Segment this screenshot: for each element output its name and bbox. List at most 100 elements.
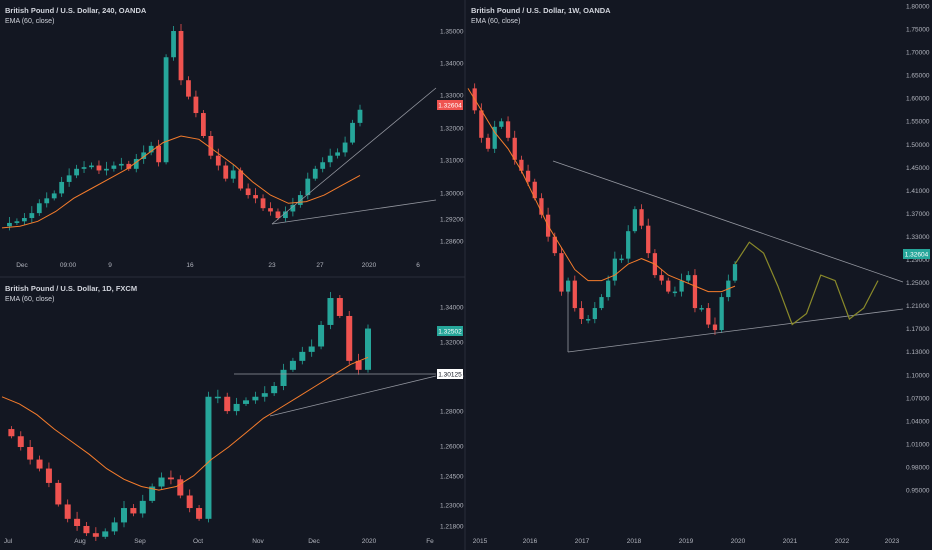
- pane-1w-price-tick: 1.25000: [906, 280, 930, 287]
- pane-4h-candle: [118, 163, 124, 166]
- pane-4h-candle: [89, 165, 94, 168]
- pane-1d-candles: [8, 292, 372, 541]
- pane-1w-price-tick: 1.65000: [906, 73, 930, 80]
- pane-1w-price-tick: 1.55000: [906, 119, 930, 126]
- pane-4h-lower-trendline[interactable]: [271, 199, 437, 225]
- pane-4h-time-axis[interactable]: Dec 09:00 9 16 23 27 2020 6: [16, 262, 420, 269]
- pane-1w-price-axis[interactable]: 1.80000 1.75000 1.70000 1.65000 1.60000 1.550…: [906, 4, 930, 495]
- pane-1w[interactable]: British Pound / U.S. Dollar, 1W, OANDA E…: [467, 4, 930, 546]
- pane-1d-support-trendline[interactable]: [269, 375, 437, 417]
- pane-1d-price-tick: 1.26000: [440, 444, 464, 451]
- pane-1w-price-tick: 0.95000: [906, 488, 930, 495]
- pane-1w-price-tick: 1.45000: [906, 165, 930, 172]
- pane-4h-candle: [223, 165, 229, 179]
- pane-1d-candle: [139, 500, 146, 514]
- pane-1w-candle: [559, 253, 564, 292]
- pane-1d-time-tick: Aug: [74, 538, 86, 545]
- pane-1w-projection-curve[interactable]: [734, 241, 879, 326]
- pane-1d-candle: [102, 531, 109, 537]
- pane-1w-upper-trendline[interactable]: [552, 160, 904, 283]
- pane-1w-candle: [706, 308, 711, 325]
- pane-1w-price-tag-label: 1.32604: [905, 252, 929, 259]
- pane-4h-price-tick: 1.28600: [440, 239, 464, 246]
- pane-1d-candle: [17, 436, 24, 448]
- pane-4h-candle: [268, 208, 273, 212]
- pane-1d-candle: [45, 468, 52, 483]
- pane-4h-candle: [342, 142, 348, 153]
- pane-1w-price-tick: 1.13000: [906, 349, 930, 356]
- pane-1w-time-axis[interactable]: 2015 2016 2017 2018 2019 2020 2021 2022 2023: [473, 538, 900, 545]
- pane-1w-candle: [679, 280, 684, 292]
- pane-1d-time-tick: Dec: [308, 538, 320, 545]
- pane-4h-time-tick: 27: [316, 262, 324, 269]
- pane-1d-price-tick: 1.28000: [440, 409, 464, 416]
- pane-1w-ema-line: [467, 88, 736, 293]
- pane-1w-candle: [699, 308, 704, 310]
- pane-4h-candle: [320, 162, 326, 169]
- pane-1d-ema-line: [1, 356, 369, 491]
- pane-1w-candle: [525, 170, 531, 182]
- pane-4h-price-tick: 1.29200: [440, 217, 464, 224]
- pane-1w-price-tick: 1.01000: [906, 441, 930, 448]
- pane-4h-price-tag: [437, 100, 463, 110]
- pane-4h-candle: [163, 57, 169, 163]
- pane-1d-time-tick: Jul: [4, 538, 13, 545]
- pane-4h-candle: [104, 168, 109, 171]
- pane-1w-price-tick: 1.29000: [906, 257, 930, 264]
- pane-1d-candle: [308, 346, 315, 352]
- pane-1d-time-tick: Fe: [426, 538, 434, 545]
- pane-1d-candle: [355, 360, 362, 370]
- pane-4h-indicator: EMA (60, close): [5, 18, 54, 25]
- pane-4h-candle: [14, 221, 20, 223]
- pane-1d[interactable]: British Pound / U.S. Dollar, 1D, FXCM EM…: [1, 284, 464, 545]
- pane-1w-candle: [552, 236, 557, 254]
- pane-4h-candle: [126, 163, 132, 169]
- pane-1w-candle: [505, 121, 511, 138]
- pane-4h-price-tick: 1.30000: [440, 191, 464, 198]
- pane-1w-candle: [712, 324, 718, 331]
- pane-1d-candle: [233, 403, 240, 412]
- pane-4h[interactable]: British Pound / U.S. Dollar, 240, OANDA …: [1, 6, 464, 269]
- pane-1d-price-tick: 1.32000: [440, 340, 464, 347]
- pane-1d-time-axis[interactable]: Jul Aug Sep Oct Nov Dec 2020 Fe: [4, 538, 434, 545]
- pane-1w-lower-trendline[interactable]: [567, 308, 904, 353]
- pane-1w-candle: [686, 275, 691, 281]
- pane-1d-candle: [299, 351, 306, 361]
- pane-4h-candle: [305, 178, 311, 196]
- pane-1w-candle: [606, 280, 611, 298]
- pane-1w-price-tick: 1.75000: [906, 27, 930, 34]
- pane-1d-candle: [120, 508, 128, 523]
- pane-4h-candle: [327, 155, 333, 163]
- pane-1w-candle: [579, 308, 584, 320]
- pane-1d-candle: [8, 429, 15, 437]
- pane-1w-price-tick: 1.21000: [906, 303, 930, 310]
- pane-4h-candle: [111, 165, 117, 169]
- pane-1w-price-tick: 1.41000: [906, 188, 930, 195]
- pane-4h-candle: [7, 222, 12, 227]
- pane-4h-candle: [283, 211, 288, 219]
- pane-4h-candle: [312, 168, 318, 179]
- pane-4h-time-tick: Dec: [16, 262, 28, 269]
- pane-4h-time-tick: 9: [108, 262, 112, 269]
- pane-1w-candle: [532, 181, 537, 199]
- pane-4h-candle: [245, 188, 251, 196]
- pane-4h-candle: [357, 109, 363, 123]
- pane-4h-candle: [59, 181, 65, 194]
- pane-4h-time-tick: 09:00: [60, 262, 77, 269]
- pane-4h-upper-trendline[interactable]: [271, 87, 437, 225]
- pane-1d-candle: [214, 396, 221, 399]
- pane-1w-title: British Pound / U.S. Dollar, 1W, OANDA: [471, 6, 611, 15]
- pane-1w-candle: [666, 280, 671, 292]
- pane-1w-time-tick: 2015: [473, 538, 488, 545]
- pane-4h-candle: [253, 195, 258, 199]
- pane-4h-candle: [186, 80, 191, 97]
- pane-1d-candle: [64, 504, 71, 519]
- pane-1w-time-tick: 2016: [523, 538, 538, 545]
- pane-1d-price-tick: 1.24500: [440, 474, 464, 481]
- pane-1d-price-tag: [437, 326, 463, 336]
- pane-1w-candle: [719, 297, 724, 331]
- pane-1w-candle: [479, 110, 484, 138]
- pane-4h-price-axis[interactable]: 1.35000 1.34000 1.33000 1.32000 1.31000 1.300…: [440, 29, 464, 246]
